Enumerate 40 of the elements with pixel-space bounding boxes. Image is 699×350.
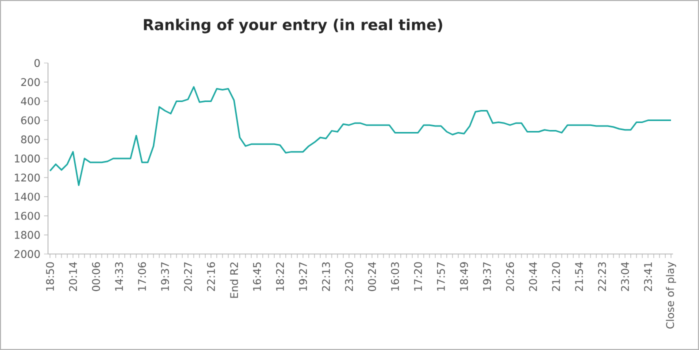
x-tick-label: 14:33 bbox=[115, 262, 123, 291]
x-tick-label: 17:06 bbox=[138, 262, 146, 291]
x-tick-label: 19:27 bbox=[299, 262, 307, 291]
x-tick-label: 20:26 bbox=[506, 262, 514, 292]
x-tick-label: End R2 bbox=[230, 262, 238, 298]
y-tick-label: 800 bbox=[21, 135, 40, 144]
y-tick-label: 1600 bbox=[14, 212, 40, 220]
x-tick-label: 00:06 bbox=[92, 262, 100, 292]
x-tick-label: 21:54 bbox=[575, 262, 583, 292]
y-tick-label: 600 bbox=[21, 116, 40, 124]
x-tick-label: 23:04 bbox=[621, 262, 629, 292]
y-tick-label: 1400 bbox=[14, 192, 40, 201]
chart-title: Ranking of your entry (in real time) bbox=[144, 18, 442, 34]
x-tick-label: 20:27 bbox=[184, 262, 192, 292]
y-tick-label: 400 bbox=[20, 97, 40, 106]
x-tick-label: 23:41 bbox=[644, 262, 652, 292]
x-tick-label: 18:49 bbox=[460, 262, 468, 291]
x-tick-label: 16:45 bbox=[253, 262, 261, 291]
x-tick-label: 19:37 bbox=[161, 262, 169, 291]
x-tick-label: 00:24 bbox=[368, 262, 376, 292]
y-tick-label: 1800 bbox=[14, 230, 40, 239]
x-tick-label: 22:13 bbox=[322, 262, 330, 292]
x-tick-label: 18:22 bbox=[276, 262, 284, 291]
x-tick-label: 20:44 bbox=[529, 262, 537, 292]
y-tick-label: 0 bbox=[34, 59, 40, 67]
x-tick-label: 23:20 bbox=[345, 262, 353, 292]
x-tick-label: Close of play bbox=[666, 262, 676, 329]
y-tick-label: 1200 bbox=[14, 174, 40, 182]
x-tick-label: 17:20 bbox=[414, 262, 422, 291]
y-tick-label: 2000 bbox=[14, 250, 40, 258]
x-tick-label: 22:16 bbox=[207, 262, 215, 292]
x-tick-label: 18:50 bbox=[46, 262, 54, 291]
y-tick-label: 200 bbox=[21, 78, 40, 86]
x-tick-label: 17:57 bbox=[437, 262, 445, 291]
x-tick-label: 21:20 bbox=[552, 262, 560, 292]
y-tick-label: 1000 bbox=[14, 154, 40, 162]
x-tick-label: 22:23 bbox=[598, 262, 606, 292]
x-tick-label: 16:03 bbox=[391, 262, 399, 291]
x-tick-label: 20:14 bbox=[69, 262, 77, 292]
x-tick-label: 19:37 bbox=[483, 262, 491, 291]
